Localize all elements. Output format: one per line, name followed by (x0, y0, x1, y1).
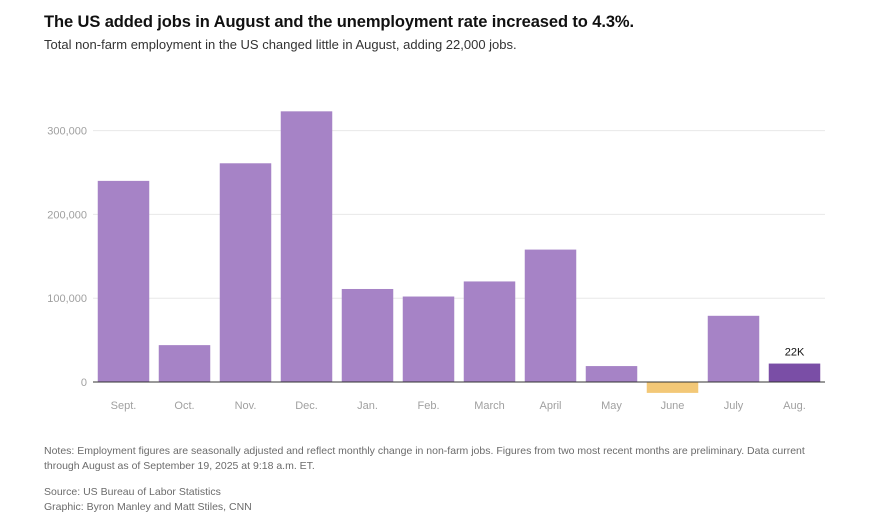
bar-july (707, 315, 760, 382)
data-label: 22K (785, 347, 805, 359)
x-tick-label: Dec. (295, 400, 318, 412)
bar-sept (97, 180, 150, 382)
x-tick-label: Jan. (357, 400, 378, 412)
bar-chart: 0 100,000 200,000 300,000 Sept. Oct. Nov. Dec. J… (47, 111, 825, 412)
source-credit: Source: US Bureau of Labor Statistics (44, 486, 221, 498)
y-tick-label: 300,000 (47, 126, 87, 138)
x-tick-label: Oct. (174, 400, 194, 412)
chart-title: The US added jobs in August and the unem… (44, 13, 634, 31)
x-tick-label: April (539, 400, 561, 412)
y-tick-label: 0 (81, 377, 87, 389)
x-tick-label: Sept. (111, 400, 137, 412)
bar-aug (768, 363, 821, 382)
y-tick-label: 200,000 (47, 209, 87, 221)
x-tick-label: March (474, 400, 505, 412)
chart-subtitle: Total non-farm employment in the US chan… (44, 37, 517, 52)
graphic-credit: Graphic: Byron Manley and Matt Stiles, C… (44, 501, 252, 513)
bar-june (646, 382, 699, 393)
bar-feb (402, 296, 455, 382)
x-tick-label: Aug. (783, 400, 806, 412)
x-tick-label: July (724, 400, 744, 412)
bar-oct (158, 345, 211, 382)
bar-dec (280, 111, 333, 383)
bar-march (463, 281, 516, 382)
x-tick-label: Feb. (417, 400, 439, 412)
x-tick-label: June (661, 400, 685, 412)
chart-credits: Source: US Bureau of Labor Statistics Gr… (44, 485, 252, 515)
x-tick-label: May (601, 400, 622, 412)
bar-april (524, 249, 577, 382)
bar-may (585, 366, 638, 382)
bar-jan (341, 288, 394, 382)
x-tick-label: Nov. (235, 400, 257, 412)
bar-nov (219, 163, 272, 382)
chart-notes: Notes: Employment figures are seasonally… (44, 445, 805, 472)
y-tick-label: 100,000 (47, 293, 87, 305)
